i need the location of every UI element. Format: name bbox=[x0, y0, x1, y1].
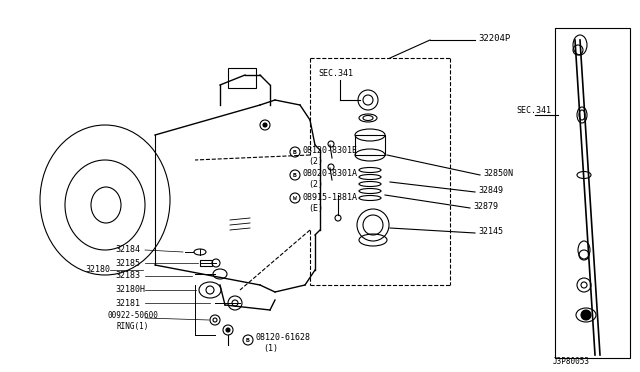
Text: 32180: 32180 bbox=[85, 266, 110, 275]
Text: 32181: 32181 bbox=[115, 298, 140, 308]
Text: 32849: 32849 bbox=[478, 186, 503, 195]
Bar bbox=[355, 135, 385, 155]
Text: 32145: 32145 bbox=[478, 227, 503, 235]
Bar bbox=[200, 260, 212, 266]
Text: 32879: 32879 bbox=[473, 202, 498, 211]
Text: RING(1): RING(1) bbox=[116, 323, 148, 331]
Text: 08020-8301A: 08020-8301A bbox=[303, 169, 358, 177]
Text: W: W bbox=[293, 196, 297, 201]
Circle shape bbox=[263, 123, 267, 127]
Text: 08120-8301E: 08120-8301E bbox=[303, 145, 358, 154]
Bar bbox=[555, 28, 630, 358]
Text: 08120-61628: 08120-61628 bbox=[256, 334, 311, 343]
Text: B: B bbox=[293, 173, 297, 177]
Text: 32850N: 32850N bbox=[483, 169, 513, 177]
Circle shape bbox=[226, 328, 230, 332]
Text: 00922-50600: 00922-50600 bbox=[107, 311, 158, 321]
Text: (E): (E) bbox=[308, 203, 323, 212]
Text: 32204P: 32204P bbox=[478, 33, 510, 42]
Text: (2): (2) bbox=[308, 180, 323, 189]
Text: J3P80053: J3P80053 bbox=[553, 357, 590, 366]
Text: 08915-1381A: 08915-1381A bbox=[303, 192, 358, 202]
Text: 32183: 32183 bbox=[115, 272, 140, 280]
Text: (1): (1) bbox=[263, 344, 278, 353]
Text: (2): (2) bbox=[308, 157, 323, 166]
Circle shape bbox=[581, 310, 591, 320]
Text: SEC.341: SEC.341 bbox=[516, 106, 551, 115]
Text: B: B bbox=[246, 337, 250, 343]
Text: SEC.341: SEC.341 bbox=[318, 68, 353, 77]
Text: B: B bbox=[293, 150, 297, 154]
Bar bbox=[228, 68, 256, 88]
Text: 32184: 32184 bbox=[115, 246, 140, 254]
Text: 32180H: 32180H bbox=[115, 285, 145, 295]
Text: 32185: 32185 bbox=[115, 259, 140, 267]
